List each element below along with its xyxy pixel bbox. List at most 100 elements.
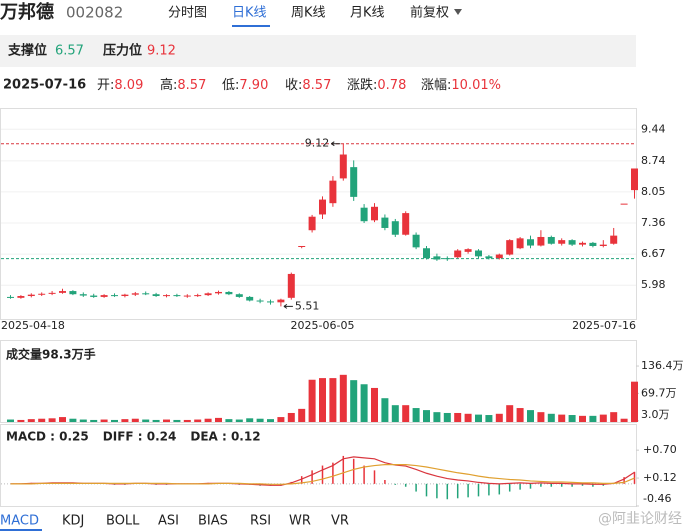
candle-body	[267, 301, 274, 303]
quote-date: 2025-07-16	[3, 78, 86, 93]
y-tick-label: 5.98	[641, 278, 666, 291]
candle-body	[59, 291, 66, 293]
quote-value: 10.01%	[451, 78, 501, 93]
candle-body	[620, 203, 628, 205]
candle-body	[69, 291, 77, 295]
volume-bar	[350, 380, 358, 422]
volume-bar	[631, 381, 638, 422]
tab[interactable]: 前复权	[410, 5, 449, 21]
quote-item: 低:7.90	[222, 78, 268, 93]
candle-body	[121, 294, 129, 297]
volume-bar	[298, 408, 306, 422]
y-tick-label: 7.36	[641, 216, 666, 229]
indicator-tab[interactable]: WR	[289, 514, 311, 529]
volume-bar	[516, 408, 524, 422]
watermark: @阿韭论财经	[598, 511, 682, 527]
macd-legend: DEA : 0.12	[190, 430, 260, 444]
volume-bar	[225, 419, 233, 422]
indicator-tab[interactable]: BIAS	[198, 514, 228, 529]
volume-bar	[90, 419, 98, 422]
indicator-tab[interactable]: KDJ	[62, 514, 84, 529]
indicator-tab[interactable]: ASI	[158, 514, 179, 529]
indicator-tab[interactable]: RSI	[250, 514, 271, 529]
candle-body	[412, 234, 420, 248]
candle-body	[589, 242, 597, 246]
candle-body	[506, 240, 514, 255]
candle-body	[90, 295, 98, 297]
volume-bar	[142, 419, 150, 422]
volume-frame	[0, 340, 637, 423]
volume-bar	[599, 414, 607, 422]
candle-body	[443, 258, 451, 260]
y-tick-label: 8.74	[641, 154, 666, 167]
volume-bar	[620, 418, 628, 422]
candle-body	[381, 217, 389, 228]
candle-body	[277, 299, 285, 303]
candle-body	[464, 249, 472, 252]
volume-bar	[391, 405, 399, 422]
macd-line	[10, 463, 635, 485]
stock-code: 002082	[66, 4, 123, 22]
indicator-tab[interactable]: VR	[331, 514, 349, 529]
candle-body	[152, 294, 160, 297]
volume-bar	[246, 418, 254, 422]
candle-body	[287, 273, 295, 298]
tab[interactable]: 月K线	[350, 6, 385, 21]
quote-value: 8.09	[114, 78, 143, 93]
candle-body	[329, 180, 337, 204]
candle-body	[204, 293, 212, 296]
volume-bar	[277, 417, 285, 422]
candle-body	[246, 296, 254, 301]
tab[interactable]: 分时图	[168, 6, 207, 21]
candle-body	[391, 221, 399, 235]
candle-body	[183, 295, 191, 297]
candle-body	[319, 199, 326, 215]
volume-bar	[287, 412, 295, 422]
candle-body	[527, 239, 534, 246]
pressure-label: 压力位	[103, 43, 142, 59]
volume-bar	[204, 418, 212, 422]
quote-item: 高:8.57	[160, 77, 206, 93]
volume-bar	[215, 417, 222, 422]
volume-bar	[183, 419, 191, 422]
quote-value: 0.78	[377, 78, 406, 93]
candle-body	[38, 293, 46, 295]
quote-item: 涨跌:0.78	[347, 77, 406, 93]
price-frame	[0, 108, 637, 320]
y-tick-label: 136.4万	[641, 359, 684, 372]
volume-bar	[537, 412, 545, 422]
volume-bar	[485, 415, 493, 422]
tab[interactable]: 周K线	[291, 6, 326, 21]
volume-bar	[59, 417, 66, 422]
volume-bar	[433, 412, 441, 422]
volume-bar	[111, 419, 118, 422]
candle-body	[631, 168, 638, 191]
candle-body	[48, 292, 56, 294]
candle-body	[163, 295, 170, 297]
support-label: 支撑位	[7, 43, 47, 59]
quote-label: 涨跌:	[347, 77, 377, 93]
volume-bar	[495, 413, 503, 422]
max-label: 9.12	[305, 137, 330, 150]
volume-bar	[69, 418, 77, 422]
candle-body	[194, 295, 202, 297]
candle-body	[568, 240, 576, 245]
max-arrow	[331, 141, 341, 147]
candle-body	[142, 293, 150, 295]
volume-bar	[547, 413, 555, 422]
volume-bar	[100, 419, 108, 422]
y-tick-label: +0.12	[643, 471, 677, 484]
indicator-underline	[0, 529, 42, 531]
candle-body	[610, 235, 618, 244]
macd-legend: DIFF : 0.24	[103, 430, 177, 444]
candle-body	[547, 236, 555, 244]
candle-body	[599, 244, 607, 246]
indicator-tab-active[interactable]: MACD	[0, 514, 39, 529]
candle-body	[17, 296, 25, 298]
indicator-tab[interactable]: BOLL	[106, 514, 140, 529]
x-tick-label: 2025-04-18	[1, 319, 65, 332]
x-tick-label: 2025-06-05	[291, 319, 355, 332]
tab-active[interactable]: 日K线	[232, 6, 267, 21]
levels-bar	[0, 35, 636, 67]
